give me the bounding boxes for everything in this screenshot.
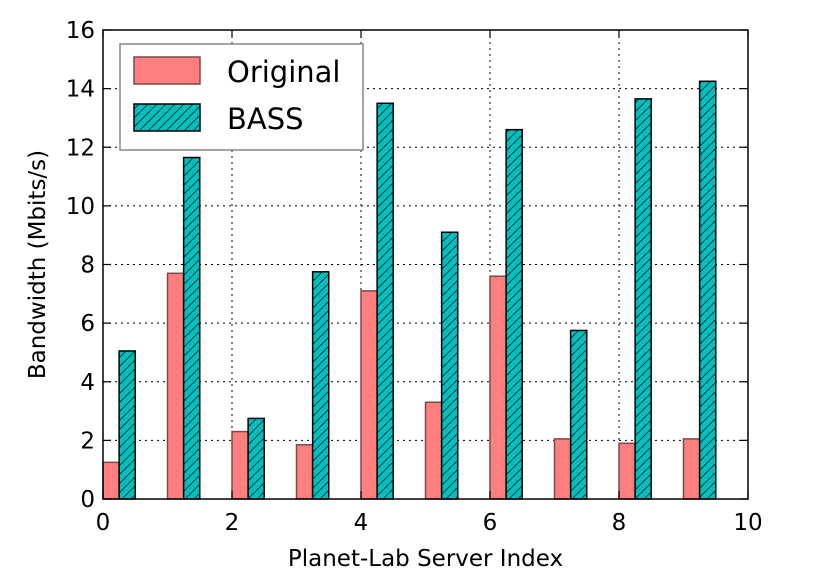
legend-label-bass: BASS <box>227 102 304 136</box>
legend-label-original: Original <box>227 55 340 89</box>
y-tick-label: 2 <box>80 428 95 454</box>
x-tick-label: 2 <box>225 510 240 536</box>
y-axis-label: Bandwidth (Mbits/s) <box>25 150 51 379</box>
ticks-layer: 0 2 4 6 8 10 0 2 4 6 8 10 12 14 16 <box>66 18 763 536</box>
y-tick-label: 16 <box>66 18 95 44</box>
bass-bar-hatch <box>312 271 329 499</box>
bars-layer <box>102 80 717 500</box>
legend-swatch-bass-hatch <box>134 104 200 131</box>
y-tick-label: 6 <box>80 311 95 337</box>
bass-bar-hatch <box>441 232 458 499</box>
x-tick-label: 8 <box>612 510 627 536</box>
x-axis-label: Planet-Lab Server Index <box>288 546 563 572</box>
legend-swatch-original <box>133 56 201 85</box>
x-tick-label: 6 <box>483 510 498 536</box>
original-bar <box>295 444 314 500</box>
y-tick-label: 0 <box>80 487 95 513</box>
original-bar <box>360 290 378 500</box>
legend: Original BASS <box>119 43 364 151</box>
original-bar <box>489 275 507 500</box>
original-bar <box>553 438 572 500</box>
bass-bar-hatch <box>119 350 136 499</box>
y-tick-label: 10 <box>66 194 95 220</box>
y-tick-label: 8 <box>80 253 95 279</box>
y-tick-label: 12 <box>66 135 95 161</box>
bass-bar-hatch <box>377 103 394 499</box>
bass-bar-hatch <box>183 157 200 499</box>
y-tick-label: 14 <box>66 77 95 103</box>
original-bar <box>424 401 443 500</box>
bass-bar-hatch <box>699 81 716 499</box>
original-bar <box>618 442 636 500</box>
bass-bar-hatch <box>635 98 652 500</box>
x-tick-label: 0 <box>96 510 111 536</box>
original-bar <box>102 461 120 500</box>
x-tick-label: 10 <box>733 510 762 536</box>
bass-bar-hatch <box>506 129 523 499</box>
bass-bar-hatch <box>248 418 265 499</box>
original-bar <box>682 438 701 500</box>
original-bar <box>166 272 185 500</box>
y-tick-label: 4 <box>80 370 95 396</box>
original-bar <box>231 430 249 500</box>
bass-bar-hatch <box>570 330 587 499</box>
x-tick-label: 4 <box>354 510 369 536</box>
